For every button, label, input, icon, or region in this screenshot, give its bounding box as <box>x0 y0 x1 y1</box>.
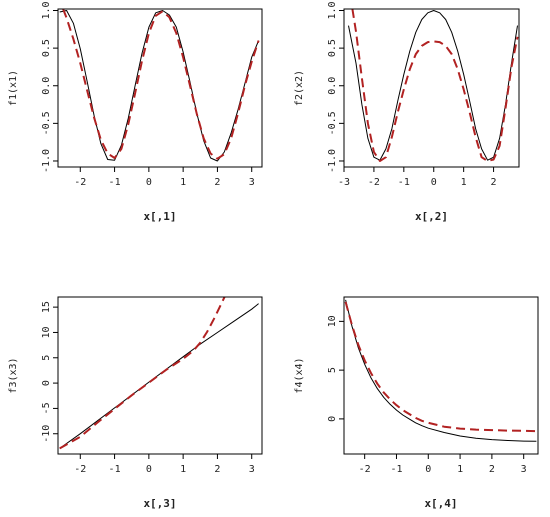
y-axis-label: f4(x4) <box>294 357 305 393</box>
x-tick-label: 2 <box>214 177 220 188</box>
y-tick-label: 0.0 <box>41 77 52 95</box>
x-tick-label: -2 <box>74 177 86 188</box>
y-axis-label: f3(x3) <box>8 357 19 393</box>
y-axis-label: f2(x2) <box>294 70 305 106</box>
x-tick-label: 3 <box>521 464 527 475</box>
x-tick-label: 0 <box>146 177 152 188</box>
x-tick-label: 0 <box>431 177 437 188</box>
x-tick-label: -1 <box>109 464 121 475</box>
x-axis-label: x[,4] <box>424 497 457 510</box>
y-tick-label: -1.0 <box>41 149 52 173</box>
y-axis-label: f1(x1) <box>8 70 19 106</box>
x-tick-label: 2 <box>491 177 497 188</box>
x-tick-label: -3 <box>338 177 350 188</box>
x-tick-label: -1 <box>390 464 402 475</box>
chart-panel-1: -2 -1 0 1 2 3 -1.0 -0.5 0.0 0.5 1.0 x[,1] f1(x1) <box>8 1 263 223</box>
y-tick-label: 10 <box>327 315 338 327</box>
y-tick-label: 0 <box>327 416 338 422</box>
x-tick-label: -2 <box>359 464 371 475</box>
y-tick-label: 5 <box>41 355 52 361</box>
y-tick-label: 0.5 <box>41 39 52 57</box>
solid-true-line-2 <box>348 10 518 161</box>
chart-panel-4: -2 -1 0 1 2 3 0 5 10 x[,4] f4(x4) <box>294 296 539 510</box>
y-tick-label: 15 <box>41 301 52 313</box>
dashed-fit-line-4 <box>344 301 537 433</box>
x-tick-label: 0 <box>425 464 431 475</box>
plot-frame <box>343 8 520 168</box>
y-tick-label: -0.5 <box>41 111 52 135</box>
solid-true-line-3 <box>59 303 259 449</box>
x-tick-label: 3 <box>249 464 255 475</box>
y-tick-label: -1.0 <box>327 149 338 173</box>
y-tick-label: -0.5 <box>327 111 338 135</box>
y-tick-label: 0 <box>41 380 52 386</box>
x-tick-label: -1 <box>109 177 121 188</box>
dashed-fit-line-1 <box>62 9 260 160</box>
x-tick-label: 2 <box>214 464 220 475</box>
y-tick-label: 1.0 <box>41 1 52 19</box>
y-tick-label: 0.5 <box>327 39 338 57</box>
x-tick-label: 1 <box>457 464 463 475</box>
solid-true-line-1 <box>59 10 260 162</box>
y-tick-label: 10 <box>41 326 52 338</box>
plot-frame <box>57 8 263 168</box>
dashed-fit-line-2 <box>351 9 519 162</box>
plot-frame <box>57 296 263 455</box>
x-tick-label: 1 <box>180 464 186 475</box>
x-tick-label: 2 <box>489 464 495 475</box>
x-tick-label: 1 <box>180 177 186 188</box>
x-axis-label: x[,3] <box>143 497 176 510</box>
solid-true-line-4 <box>345 299 537 442</box>
x-axis-label: x[,2] <box>415 210 448 223</box>
y-tick-label: 1.0 <box>327 1 338 19</box>
x-axis-label: x[,1] <box>143 210 176 223</box>
y-tick-label: -5 <box>41 402 52 414</box>
x-tick-label: -1 <box>398 177 410 188</box>
y-tick-label: 5 <box>327 367 338 373</box>
dashed-fit-line-3 <box>59 297 226 450</box>
y-tick-label: 0.0 <box>327 77 338 95</box>
plot-frame <box>343 296 539 455</box>
chart-panel-2: -3 -2 -1 0 1 2 -1.0 -0.5 0.0 0.5 1.0 x[,2] f2(x2) <box>294 1 520 223</box>
x-tick-label: 3 <box>249 177 255 188</box>
x-tick-label: -2 <box>368 177 380 188</box>
x-tick-label: 1 <box>461 177 467 188</box>
y-tick-label: -10 <box>41 425 52 443</box>
x-tick-label: -2 <box>74 464 86 475</box>
x-tick-label: 0 <box>146 464 152 475</box>
